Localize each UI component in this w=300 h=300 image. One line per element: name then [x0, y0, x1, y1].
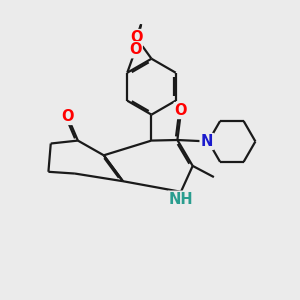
Text: O: O [130, 30, 142, 45]
Text: N: N [201, 134, 213, 149]
Text: NH: NH [169, 192, 193, 207]
Text: O: O [129, 42, 142, 57]
Text: O: O [61, 109, 74, 124]
Text: O: O [175, 103, 187, 118]
